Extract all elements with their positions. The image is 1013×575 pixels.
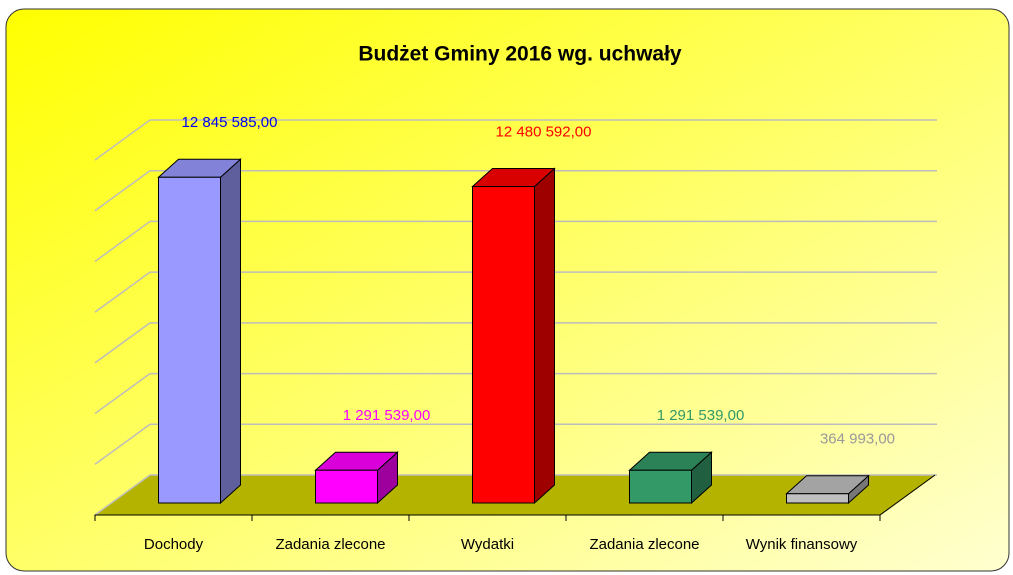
bar (315, 469, 378, 504)
grid-line (94, 322, 151, 364)
x-tick-label: Wydatki (461, 536, 514, 553)
x-axis-end (879, 474, 936, 516)
bar (786, 493, 849, 504)
chart-title: Budżet Gminy 2016 wg. uchwały (358, 43, 682, 66)
value-label: 364 993,00 (820, 431, 895, 448)
bar (629, 469, 692, 504)
grid-line (94, 220, 151, 263)
x-tick-label: Dochody (144, 536, 204, 553)
grid-line (94, 474, 151, 516)
grid-line (94, 372, 151, 415)
bar-side (534, 167, 555, 505)
x-tick-label: Wynik finansowy (746, 536, 858, 553)
grid-line (94, 170, 151, 212)
x-tick-label: Zadania zlecone (275, 536, 385, 553)
x-tick-label: Zadania zlecone (589, 536, 699, 553)
bar (158, 176, 221, 504)
grid-line (94, 119, 151, 161)
bar (472, 186, 535, 504)
bar-side (220, 158, 241, 505)
grid-line (94, 423, 151, 465)
value-label: 1 291 539,00 (657, 407, 745, 424)
plot-area: Dochody 12 845 585,00 Zadania zlecone 1 291… (93, 114, 937, 553)
grid-line (94, 271, 151, 313)
value-label: 12 480 592,00 (496, 123, 592, 140)
value-label: 12 845 585,00 (182, 114, 278, 131)
value-label: 1 291 539,00 (343, 407, 431, 424)
